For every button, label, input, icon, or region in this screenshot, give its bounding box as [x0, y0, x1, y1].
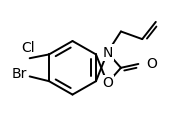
Text: N: N: [102, 45, 113, 60]
Text: Br: Br: [12, 67, 27, 82]
Text: Cl: Cl: [21, 41, 35, 55]
Text: O: O: [102, 76, 113, 90]
Text: O: O: [146, 57, 157, 71]
